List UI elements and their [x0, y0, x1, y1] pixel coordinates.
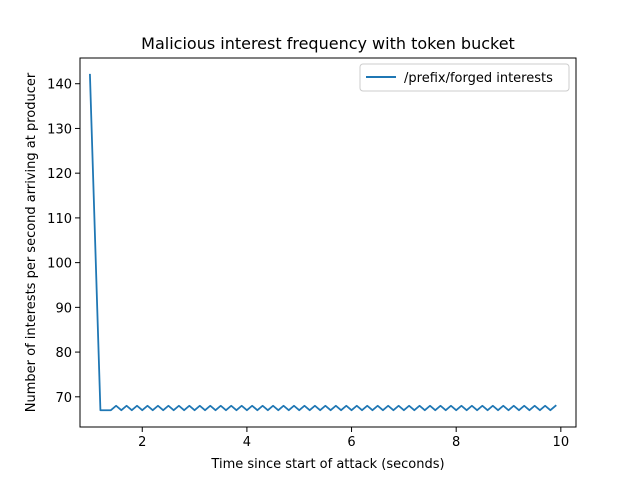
- x-tick-label: 8: [452, 435, 460, 450]
- y-tick-label: 70: [55, 391, 72, 406]
- x-tick-label: 4: [243, 435, 251, 450]
- x-tick-label: 6: [347, 435, 355, 450]
- x-axis-label: Time since start of attack (seconds): [210, 457, 444, 472]
- series-layer: [89, 73, 557, 412]
- legend-box: [359, 63, 570, 92]
- x-tick-label: 2: [138, 435, 146, 450]
- legend-label-forged-interests: /prefix/forged interests: [404, 71, 553, 86]
- plot-frame: [79, 57, 577, 428]
- x-axis-ticks: 2 4 6 8 10: [138, 427, 569, 450]
- legend: /prefix/forged interests: [359, 63, 570, 92]
- x-tick-label: 10: [553, 435, 570, 450]
- chart-title: Malicious interest frequency with token …: [141, 34, 515, 53]
- y-tick-label: 120: [47, 167, 72, 182]
- y-tick-label: 130: [47, 122, 72, 137]
- y-axis-ticks: 70 80 90 100 110 120 130 140: [47, 78, 80, 406]
- plot-area: [80, 58, 576, 427]
- y-tick-label: 80: [55, 346, 72, 361]
- series-line-0: [89, 73, 557, 412]
- y-tick-label: 110: [47, 212, 72, 227]
- y-tick-label: 140: [47, 78, 72, 93]
- y-axis-label: Number of interests per second arriving …: [24, 72, 39, 412]
- y-tick-label: 100: [47, 257, 72, 272]
- y-tick-label: 90: [55, 301, 72, 316]
